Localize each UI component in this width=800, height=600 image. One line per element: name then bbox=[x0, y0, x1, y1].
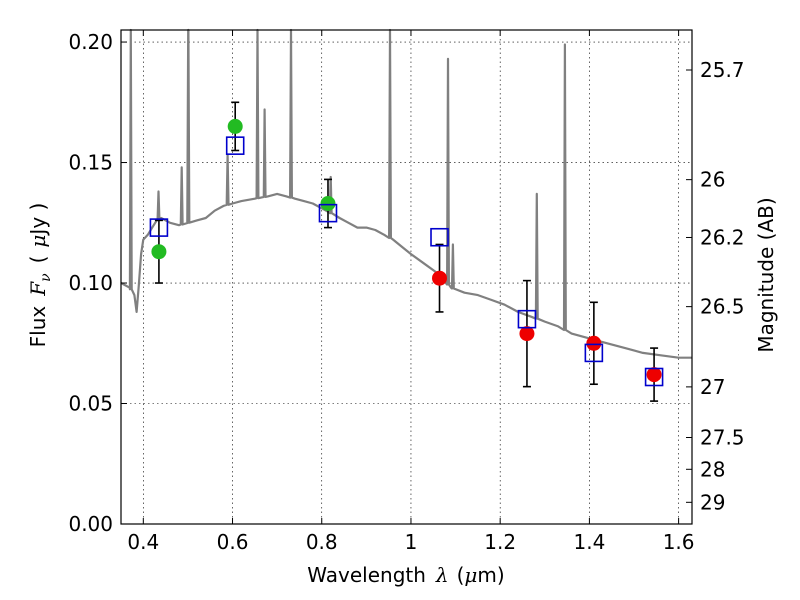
y-tick-label: 0.05 bbox=[68, 392, 113, 416]
x-axis-label: Wavelength λ (μm) bbox=[307, 563, 504, 587]
model-spectrum bbox=[120, 28, 692, 359]
x-tick-label: 0.4 bbox=[127, 530, 159, 554]
data-markers bbox=[149, 118, 664, 387]
x-tick-label: 1.4 bbox=[573, 530, 605, 554]
x-tick-label: 1 bbox=[405, 530, 418, 554]
model-photometry-box bbox=[644, 367, 664, 387]
model-photometry-box bbox=[517, 309, 537, 329]
model-photometry-box bbox=[318, 203, 338, 223]
y2-tick-label: 26 bbox=[700, 168, 725, 192]
observed-point-red bbox=[646, 367, 662, 383]
y2-tick-label: 27.5 bbox=[700, 425, 745, 449]
observed-point-red bbox=[432, 270, 448, 286]
x-tick-label: 0.8 bbox=[306, 530, 338, 554]
y2-tick-label: 26.5 bbox=[700, 295, 745, 319]
y2-tick-label: 29 bbox=[700, 490, 725, 514]
y-tick-label: 0.00 bbox=[68, 512, 113, 536]
y-tick-label: 0.10 bbox=[68, 271, 113, 295]
y-tick-label: 0.20 bbox=[68, 30, 113, 54]
x-axis-ticks: 0.4 0.6 0.8 1 1.2 1.4 1.6 bbox=[127, 30, 695, 554]
y2-tick-label: 27 bbox=[700, 375, 725, 399]
model-photometry-box bbox=[149, 218, 169, 237]
x-tick-label: 1.6 bbox=[663, 530, 695, 554]
y2-tick-label: 28 bbox=[700, 457, 725, 481]
y-axis-ticks: 0.00 0.05 0.10 0.15 0.20 bbox=[68, 30, 127, 536]
y2-tick-label: 26.2 bbox=[700, 225, 745, 249]
model-spectrum-line bbox=[120, 28, 692, 359]
observed-point-green bbox=[227, 118, 243, 134]
observed-point-green bbox=[320, 196, 336, 212]
y2-axis-ticks: 25.7 26 26.2 26.5 27 27.5 28 29 bbox=[686, 58, 745, 514]
plot-frame bbox=[120, 29, 693, 525]
x-tick-label: 1.2 bbox=[484, 530, 516, 554]
y2-tick-label: 25.7 bbox=[700, 58, 745, 82]
model-photometry-box bbox=[430, 227, 449, 247]
x-tick-label: 0.6 bbox=[217, 530, 249, 554]
y2-axis-label: Magnitude (AB) bbox=[754, 197, 778, 352]
model-photometry-box bbox=[584, 343, 604, 363]
model-photometry-box bbox=[225, 136, 245, 155]
observed-point-red bbox=[586, 335, 602, 351]
y-tick-label: 0.15 bbox=[68, 151, 113, 175]
grid bbox=[121, 30, 692, 524]
observed-point-red bbox=[519, 326, 535, 342]
y-axis-label: FluxFν(μJy ) bbox=[26, 203, 54, 348]
observed-point-green bbox=[151, 244, 167, 260]
